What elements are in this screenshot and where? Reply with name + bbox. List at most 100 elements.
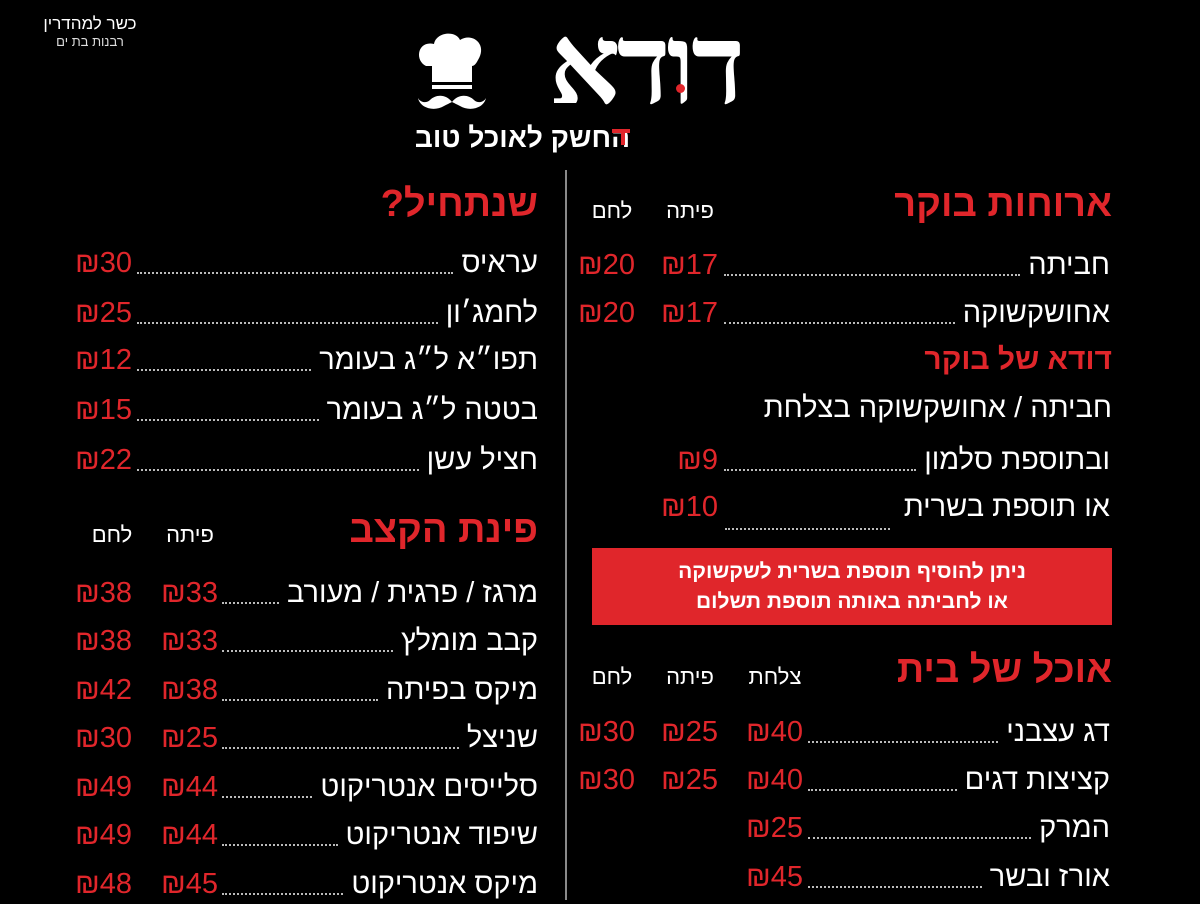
note-line-1: ניתן להוסיף תוספת בשרית לשקשוקה [678, 559, 1026, 583]
menu-item-price: ₪33 [161, 577, 218, 609]
dotted-leader [137, 369, 312, 371]
menu-item-name: לחמג׳ון [445, 297, 538, 329]
menu-item-price: ₪25 [75, 297, 132, 329]
dotted-leader [724, 274, 1021, 276]
menu-item-row: מיקס בפיתה [222, 670, 538, 710]
menu-item-row: לחמג׳ון [137, 293, 538, 333]
menu-item-price: ₪25 [746, 812, 803, 844]
dotted-leader [137, 322, 438, 324]
menu-item-price: ₪40 [746, 716, 803, 748]
menu-item-row: בטטה ל״ג בעומר [137, 390, 538, 430]
starters-title: שנתחיל? [380, 183, 538, 225]
menu-item-price: ₪44 [161, 819, 218, 851]
dotted-leader [222, 699, 378, 701]
dalet-mark-icon [612, 129, 630, 145]
menu-item-price: ₪15 [75, 394, 132, 426]
dotted-leader [724, 322, 955, 324]
menu-item-row: המרק [808, 808, 1110, 848]
menu-item-row: מיקס אנטריקוט [222, 864, 538, 904]
menu-item-name: אחושקשוקה [962, 297, 1110, 329]
menu-item-name: שיפוד אנטריקוט [345, 819, 539, 851]
dotted-leader [222, 747, 459, 749]
chef-hat-mustache-icon [418, 33, 486, 109]
dotted-leader [137, 419, 319, 421]
menu-item-name: דג עצבני [1006, 716, 1110, 748]
dotted-leader [725, 528, 890, 530]
menu-item-name: מיקס אנטריקוט [351, 868, 538, 900]
menu-item-name: סלייסים אנטריקוט [320, 771, 538, 803]
menu-item-row: חציל עשן [137, 440, 538, 480]
dotted-leader [137, 469, 419, 471]
menu-item-row: מרגז / פרגית / מעורב [222, 573, 538, 613]
dotted-leader [222, 650, 394, 652]
breakfast-title: ארוחות בוקר [894, 183, 1112, 225]
menu-item-price: ₪30 [75, 722, 132, 754]
menu-item-price: ₪30 [75, 247, 132, 279]
menu-item-price: ₪42 [75, 674, 132, 706]
menu-item-price: ₪38 [75, 625, 132, 657]
menu-item-row: ובתוספת סלמון [724, 440, 1110, 480]
dotted-leader [724, 469, 917, 471]
menu-item-price: ₪25 [661, 716, 718, 748]
menu-item-price: ₪49 [75, 819, 132, 851]
menu-item-row: שניצל [222, 718, 538, 758]
menu-item-price: ₪30 [578, 764, 635, 796]
menu-item-price: ₪25 [161, 722, 218, 754]
menu-item-price: ₪30 [578, 716, 635, 748]
butcher-col-pita: פיתה [166, 522, 214, 547]
dotted-leader [222, 796, 313, 798]
menu-item-name: חציל עשן [426, 444, 538, 476]
logo-wordmark: דודא [548, 0, 745, 130]
dotted-leader [137, 272, 454, 274]
home-food-title: אוכל של בית [896, 649, 1112, 691]
menu-item-price: ₪17 [661, 297, 718, 329]
menu-item-name: אורז ובשר [989, 861, 1110, 893]
menu-item-price: ₪20 [578, 249, 635, 281]
menu-item-price: ₪17 [661, 249, 718, 281]
breakfast-col-pita: פיתה [666, 198, 714, 223]
dotted-leader [808, 789, 957, 791]
note-line-2: או לחביתה באותה תוספת תשלום [696, 589, 1008, 613]
menu-item-price: ₪10 [661, 491, 718, 523]
menu-item-row: תפו״א ל״ג בעומר [137, 340, 538, 380]
menu-item-price: ₪25 [661, 764, 718, 796]
tagline: החשק לאוכל טוב [414, 122, 630, 153]
menu-item-row: עראיס [137, 243, 538, 283]
menu-item-price: ₪22 [75, 444, 132, 476]
menu-item-name: ובתוספת סלמון [924, 444, 1110, 476]
dotted-leader [222, 602, 280, 604]
breakfast-col-bread: לחם [591, 198, 633, 223]
menu-item-price: ₪9 [677, 444, 718, 476]
menu-item-price: ₪38 [75, 577, 132, 609]
menu-item-price: ₪48 [75, 868, 132, 900]
dotted-leader [222, 893, 344, 895]
butcher-col-bread: לחם [91, 522, 133, 547]
menu-item-name: מיקס בפיתה [385, 674, 538, 706]
logo-dot [676, 84, 685, 93]
menu-item-name: שניצל [466, 722, 538, 754]
menu-item-name: קבב מומלץ [401, 625, 538, 657]
kosher-certification: כשר למהדרין רבנות בת ים [20, 14, 160, 50]
dooda-breakfast-desc: חביתה / אחושקשוקה בצלחת [763, 392, 1112, 424]
kosher-label: כשר למהדרין [43, 14, 137, 33]
dooda-breakfast-title: דודא של בוקר [924, 343, 1112, 376]
menu-item-row: אורז ובשר [808, 857, 1110, 897]
menu-item-name: עראיס [461, 247, 538, 279]
home-col-plate: צלחת [748, 664, 802, 689]
home-col-bread: לחם [591, 664, 633, 689]
menu-item-price: ₪33 [161, 625, 218, 657]
menu-item-row: שיפוד אנטריקוט [222, 815, 538, 855]
menu-item-price: ₪20 [578, 297, 635, 329]
menu-item-price: ₪38 [161, 674, 218, 706]
menu-item-price: ₪44 [161, 771, 218, 803]
menu-item-row: קציצות דגים [808, 760, 1110, 800]
menu-item-row: חביתה [724, 245, 1110, 285]
menu-item-name: חביתה [1028, 249, 1110, 281]
menu-item-row: קבב מומלץ [222, 621, 538, 661]
menu-item-price: ₪45 [161, 868, 218, 900]
butcher-title: פינת הקצב [349, 509, 538, 551]
menu-item-price: ₪49 [75, 771, 132, 803]
dotted-leader [808, 837, 1032, 839]
home-col-pita: פיתה [666, 664, 714, 689]
menu-item-name: מרגז / פרגית / מעורב [287, 577, 538, 609]
